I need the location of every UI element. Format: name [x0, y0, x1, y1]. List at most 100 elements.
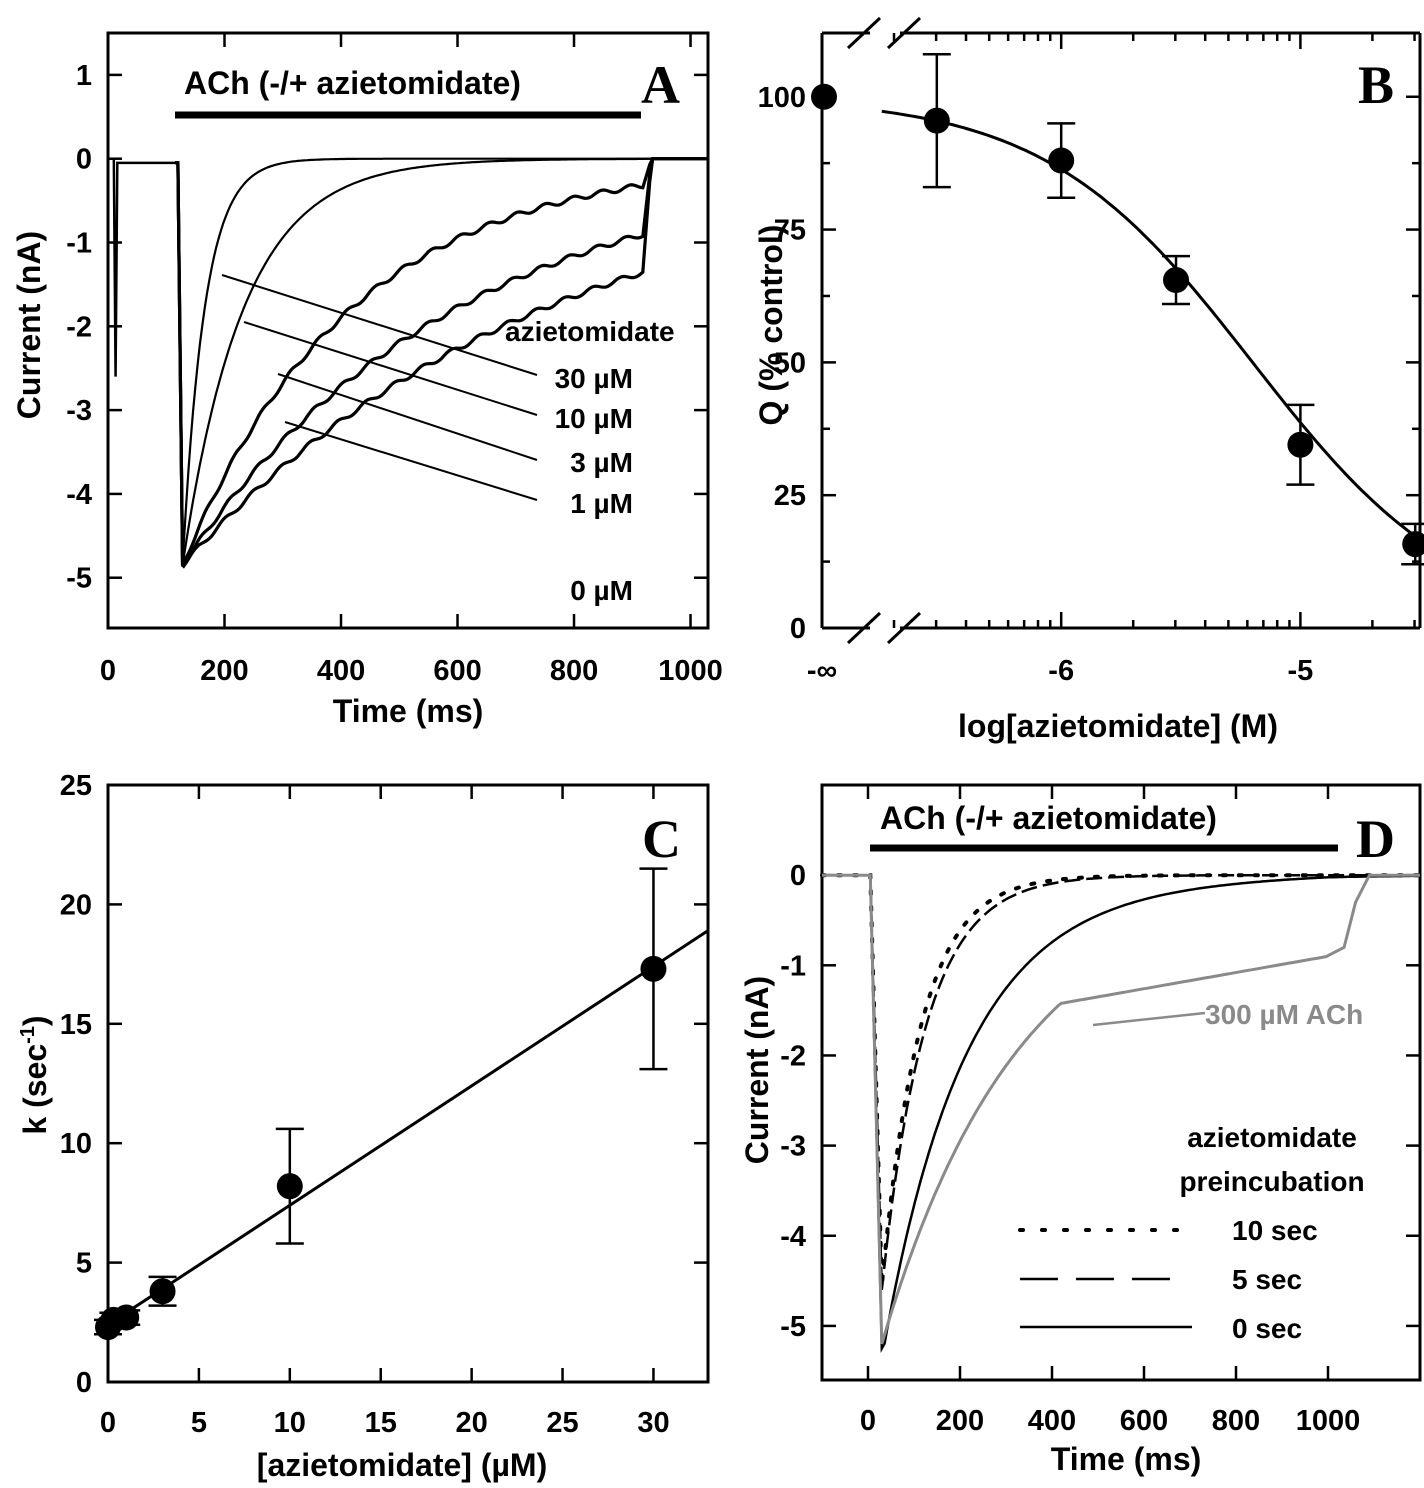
panel-c-ytick-label: 25 — [60, 770, 92, 802]
panel-a: 0 200 400 600 800 1000 1 0 -1 -2 -3 -4 -5 30 µM 10 µM… — [11, 31, 723, 729]
panel-d-letter: D — [1356, 809, 1395, 869]
panel-b-fit-curve — [881, 109, 1419, 540]
panel-a-label-leader — [221, 274, 538, 376]
panel-a-label-leader — [284, 421, 538, 501]
panel-c-xtick-label: 20 — [456, 1407, 488, 1439]
panel-b-point — [1048, 147, 1075, 174]
panel-b-ylabel: Q (% control) — [753, 225, 789, 426]
panel-b-point — [1402, 531, 1424, 558]
panel-a-xtick-label: 0 — [100, 655, 116, 687]
panel-d-ylabel: Current (nA) — [739, 976, 775, 1164]
panel-d-xtick-label: 1000 — [1296, 1405, 1361, 1437]
panel-a-letter: A — [641, 55, 680, 115]
panel-a-baseline — [108, 157, 175, 377]
panel-a-series-label: 30 µM — [555, 363, 633, 394]
panel-a-xtick-label: 200 — [200, 655, 248, 687]
panel-a-ytick-label: 1 — [76, 60, 92, 92]
panel-a-ytick-label: -4 — [66, 479, 92, 511]
panel-a-series-label: 1 µM — [570, 488, 633, 519]
panel-c-ytick-label: 0 — [76, 1367, 92, 1399]
panel-a-trace — [174, 157, 708, 569]
panel-b-xlabel: log[azietomidate] (M) — [958, 708, 1278, 744]
panel-c-ylabel-sup: -1 — [17, 1026, 39, 1044]
panel-a-xtick-label: 800 — [550, 655, 598, 687]
panel-a-series-label: 3 µM — [570, 447, 633, 478]
panel-d-xtick-label: 0 — [860, 1405, 876, 1437]
panel-d-trace — [822, 873, 1420, 1345]
panel-a-ylabel: Current (nA) — [11, 231, 47, 419]
panel-a-xtick-label: 600 — [433, 655, 481, 687]
panel-a-xtick-label: 400 — [317, 655, 365, 687]
panel-d-xtick-label: 800 — [1212, 1405, 1260, 1437]
panel-d-ytick-label: -4 — [780, 1221, 806, 1253]
panel-d-ytick-label: -2 — [780, 1040, 806, 1072]
panel-d-trace — [822, 873, 1420, 1353]
panel-b-point — [1287, 431, 1314, 458]
panel-d-trace — [822, 873, 1420, 1290]
panel-b-xtick-label: -5 — [1288, 655, 1314, 687]
panel-c-ytick-label: 15 — [60, 1009, 92, 1041]
panel-c-xtick-label: 0 — [100, 1407, 116, 1439]
panel-d: 0 200 400 600 800 1000 0 -1 -2 -3 -4 -5 D ACh (-/+ … — [739, 783, 1422, 1477]
panel-d-legend-label-10sec: 10 sec — [1232, 1215, 1318, 1246]
panel-d-xtick-label: 600 — [1120, 1405, 1168, 1437]
panel-c: 0 5 10 15 20 25 30 0 5 10 15 20 25 C [azietomidate] … — [17, 770, 710, 1483]
panel-d-xtick-label: 400 — [1028, 1405, 1076, 1437]
panel-a-label-leader — [243, 321, 538, 416]
panel-d-annotation-leader — [1092, 1011, 1206, 1027]
panel-c-frame — [106, 783, 710, 1384]
panel-a-trace — [174, 157, 708, 566]
panel-b-xtick-label-inf: -∞ — [807, 655, 837, 687]
panel-b-point — [811, 83, 837, 110]
panel-d-frame — [820, 783, 1422, 1382]
panel-b-break-mark — [846, 16, 882, 50]
panel-d-trace — [820, 873, 1422, 1286]
panel-d-xtick-label: 200 — [936, 1405, 984, 1437]
panel-a-xtick-label: 1000 — [658, 655, 723, 687]
panel-d-annotation: 300 µM ACh — [1205, 999, 1363, 1030]
panel-c-xtick-label: 15 — [365, 1407, 397, 1439]
panel-b-break-mark — [886, 16, 922, 50]
panel-c-letter: C — [642, 809, 681, 869]
panel-a-legend-title: azietomidate — [505, 316, 675, 347]
panel-d-legend-label-5sec: 5 sec — [1232, 1264, 1302, 1295]
panel-c-point — [149, 1278, 176, 1305]
panel-c-xtick-label: 5 — [191, 1407, 207, 1439]
panel-d-ytick-label: 0 — [790, 860, 806, 892]
panel-a-frame — [106, 31, 710, 630]
panel-b-ytick-label: 0 — [790, 613, 806, 645]
panel-d-xlabel: Time (ms) — [1051, 1441, 1202, 1477]
panel-a-ytick-label: -5 — [66, 563, 92, 595]
panel-c-point — [640, 955, 667, 982]
panel-d-legend-title-1: azietomidate — [1187, 1122, 1357, 1153]
panel-a-trace — [174, 157, 708, 566]
panel-c-ytick-label: 10 — [60, 1128, 92, 1160]
panel-b-break-mark — [846, 611, 882, 645]
panel-a-ytick-label: -1 — [66, 228, 92, 260]
panel-c-fit-line — [107, 929, 709, 1326]
panel-a-ytick-label: -3 — [66, 395, 92, 427]
panel-d-legend-title-2: preincubation — [1179, 1166, 1364, 1197]
panel-c-ytick-label: 5 — [76, 1248, 92, 1280]
panel-a-ytick-label: 0 — [76, 144, 92, 176]
panel-c-xlabel: [azietomidate] (µM) — [257, 1447, 547, 1483]
panel-c-ytick-label: 20 — [60, 889, 92, 921]
panel-b-break-mark — [886, 611, 922, 645]
panel-b-ytick-label: 25 — [774, 480, 806, 512]
panel-d-ytick-label: -1 — [780, 950, 806, 982]
panel-c-ylabel-suffix: ) — [17, 1015, 53, 1026]
panel-a-ytick-label: -2 — [66, 311, 92, 343]
panel-b-point — [1163, 267, 1190, 294]
panel-c-point — [113, 1304, 140, 1331]
panel-d-ytick-label: -5 — [780, 1311, 806, 1343]
panel-b-letter: B — [1358, 55, 1394, 115]
panel-b-ytick-label: 75 — [774, 215, 806, 247]
panel-b-xtick-label: -6 — [1048, 655, 1074, 687]
panel-c-xtick-label: 25 — [546, 1407, 578, 1439]
panel-a-bar-label: ACh (-/+ azietomidate) — [184, 65, 521, 101]
panel-c-xtick-label: 10 — [274, 1407, 306, 1439]
panel-b-ytick-label: 50 — [774, 347, 806, 379]
panel-d-legend-label-0sec: 0 sec — [1232, 1313, 1302, 1344]
panel-b: 0 25 50 75 100 -6 -5 -∞ B log[azietomidate] (M)… — [753, 16, 1424, 744]
